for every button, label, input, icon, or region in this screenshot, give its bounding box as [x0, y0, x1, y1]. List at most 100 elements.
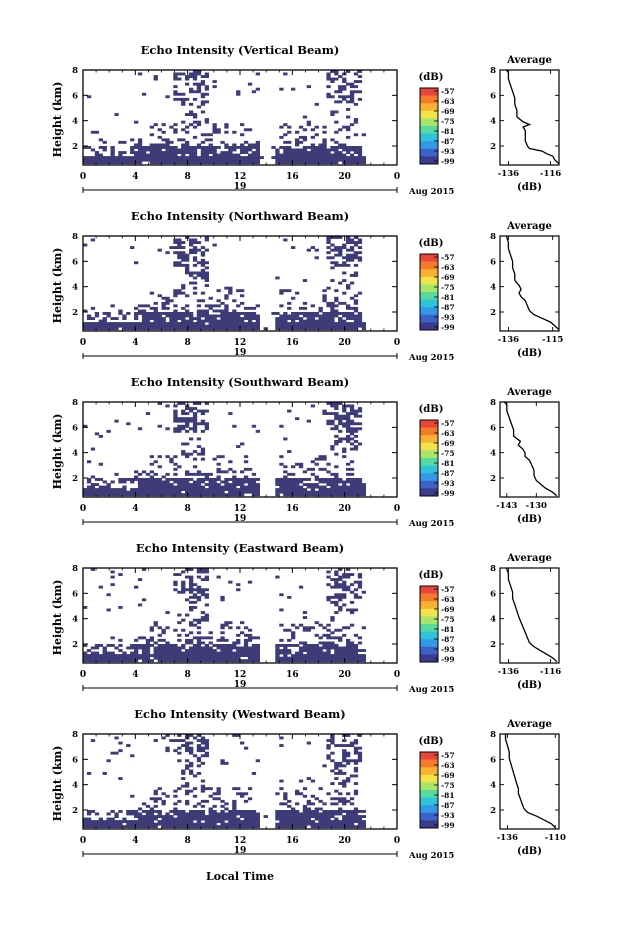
echo-cell [228, 467, 233, 471]
echo-cell [251, 654, 257, 657]
echo-cell [314, 462, 319, 466]
echo-cell [157, 646, 162, 650]
echo-cell [189, 75, 194, 78]
echo-cell [224, 324, 229, 328]
echo-cell [83, 659, 88, 663]
echo-cell [200, 309, 206, 313]
echo-cell [189, 772, 194, 775]
echo-cell [196, 85, 202, 89]
echo-cell [165, 322, 170, 325]
echo-cell [204, 317, 209, 320]
echo-cell [349, 478, 355, 481]
echo-cell [94, 651, 100, 655]
echo-cell [181, 820, 186, 823]
echo-cell [173, 812, 178, 816]
echo-cell [177, 253, 182, 257]
echo-cell [177, 478, 182, 481]
echo-cell [208, 787, 213, 791]
echo-cell [236, 588, 241, 592]
echo-cell [326, 644, 331, 647]
echo-cell [291, 324, 296, 328]
echo-cell [326, 825, 331, 829]
echo-cell [338, 317, 343, 320]
echo-cell [102, 158, 107, 162]
echo-cell [165, 153, 170, 157]
echo-cell [236, 656, 241, 660]
echo-cell [247, 787, 253, 791]
echo-cell [200, 651, 206, 655]
echo-cell [314, 153, 319, 157]
echo-cell [161, 792, 166, 796]
echo-cell [287, 817, 292, 821]
echo-cell [361, 820, 366, 823]
echo-cell [204, 739, 209, 742]
echo-cell [185, 741, 190, 745]
echo-cell [240, 822, 245, 826]
echo-cell [334, 810, 339, 813]
echo-cell [212, 488, 217, 491]
echo-cell [220, 309, 225, 313]
echo-cell [228, 817, 233, 821]
echo-cell [322, 151, 327, 154]
echo-cell [177, 488, 182, 491]
echo-cell [212, 804, 217, 808]
colorbar-segment [420, 805, 438, 814]
echo-cell [106, 654, 111, 657]
echo-cell [200, 151, 206, 154]
echo-cell [196, 646, 202, 650]
echo-cell [185, 641, 190, 645]
echo-cell [283, 146, 288, 149]
x-tick-label: 16 [286, 836, 299, 846]
echo-cell [200, 784, 206, 788]
panel-title: Echo Intensity (Westward Beam) [134, 707, 345, 721]
colorbar-segment [420, 254, 438, 262]
echo-cell [173, 312, 178, 315]
echo-cell [173, 749, 178, 753]
colorbar-segment [420, 480, 438, 489]
colorbar-tick-label: -81 [441, 127, 455, 136]
echo-cell [137, 490, 143, 494]
echo-cell [181, 322, 186, 325]
echo-cell [353, 782, 359, 785]
echo-cell [346, 759, 351, 763]
echo-cell [283, 649, 288, 652]
echo-cell [153, 317, 158, 320]
echo-cell [173, 263, 178, 267]
echo-cell [216, 825, 221, 829]
echo-cell [349, 312, 355, 315]
echo-cell [224, 488, 229, 491]
echo-cell [334, 156, 339, 159]
echo-cell [334, 802, 339, 806]
echo-cell [189, 472, 194, 476]
echo-cell [185, 404, 190, 408]
echo-cell [251, 327, 257, 331]
echo-cell [338, 281, 343, 285]
echo-cell [181, 769, 186, 773]
echo-cell [134, 820, 139, 823]
echo-cell [157, 478, 162, 481]
colorbar-tick-label: -57 [441, 253, 455, 262]
echo-cell [149, 825, 154, 829]
echo-cell [130, 810, 135, 813]
x-tick-label: 4 [132, 836, 138, 846]
echo-cell [200, 636, 206, 640]
echo-cell [287, 822, 292, 826]
echo-cell [189, 158, 194, 162]
y-tick-label: 2 [72, 806, 78, 816]
echo-cell [173, 304, 178, 308]
echo-cell [287, 151, 292, 154]
echo-cell [200, 261, 206, 265]
echo-cell [192, 736, 198, 740]
echo-cell [338, 417, 343, 421]
echo-cell [353, 151, 359, 154]
echo-cell [330, 493, 335, 497]
echo-cell [353, 263, 359, 267]
echo-cell [279, 135, 284, 139]
echo-cell [200, 158, 206, 162]
echo-cell [353, 133, 359, 137]
echo-cell [110, 810, 115, 813]
echo-cell [357, 80, 363, 83]
echo-cell [251, 146, 257, 149]
echo-cell [330, 256, 335, 260]
echo-cell [196, 595, 202, 599]
